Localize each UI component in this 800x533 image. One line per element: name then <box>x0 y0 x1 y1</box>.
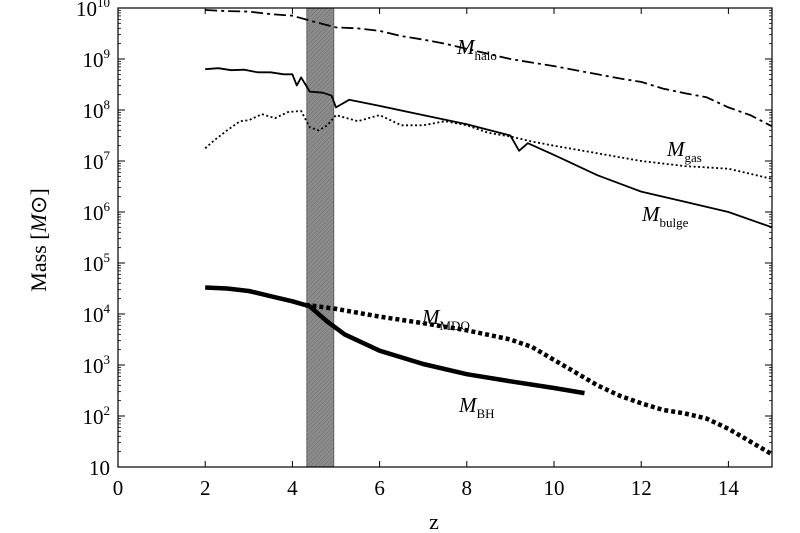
label-halo: Mhalo <box>456 35 497 63</box>
x-tick-label: 12 <box>631 476 652 500</box>
label-bh: MBH <box>458 393 495 421</box>
y-tick-label: 106 <box>83 199 111 225</box>
series-line-bulge <box>205 67 773 229</box>
shaded-band <box>306 7 335 468</box>
series-line-halo <box>205 9 773 128</box>
series-line-gas <box>204 110 773 180</box>
y-axis-title: Mass [M⊙] <box>26 188 51 291</box>
shaded-band-layer <box>306 7 335 468</box>
label-bulge: Mbulge <box>641 202 689 230</box>
x-tick-label: 10 <box>544 476 565 500</box>
y-tick-label: 104 <box>83 301 111 327</box>
x-tick-label: 2 <box>200 476 211 500</box>
x-tick-label: 6 <box>374 476 385 500</box>
series-line-mdo <box>305 302 774 457</box>
x-tick-label: 8 <box>462 476 473 500</box>
x-tick-label: 4 <box>287 476 298 500</box>
series-layer <box>204 9 774 457</box>
series-line-bh <box>205 285 585 396</box>
y-tick-label: 107 <box>83 148 111 174</box>
plot-frame <box>117 7 773 468</box>
y-tick-label: 1010 <box>76 0 110 21</box>
y-tick-label: 108 <box>83 97 111 123</box>
y-tick-label: 102 <box>83 403 111 429</box>
y-tick-label: 10 <box>89 456 110 480</box>
label-gas: Mgas <box>666 137 702 165</box>
y-tick-label: 103 <box>83 352 111 378</box>
x-tick-label: 0 <box>113 476 124 500</box>
x-tick-label: 14 <box>718 476 740 500</box>
label-mdo: MMDO <box>421 305 470 333</box>
y-tick-label: 105 <box>83 250 111 276</box>
y-tick-label: 109 <box>83 46 111 72</box>
x-axis-title: z <box>429 509 439 533</box>
tick-layer: 0 2 4 6 8 10 12 14 10 102 103 104 105 106 107 108 109 101… <box>76 0 772 500</box>
